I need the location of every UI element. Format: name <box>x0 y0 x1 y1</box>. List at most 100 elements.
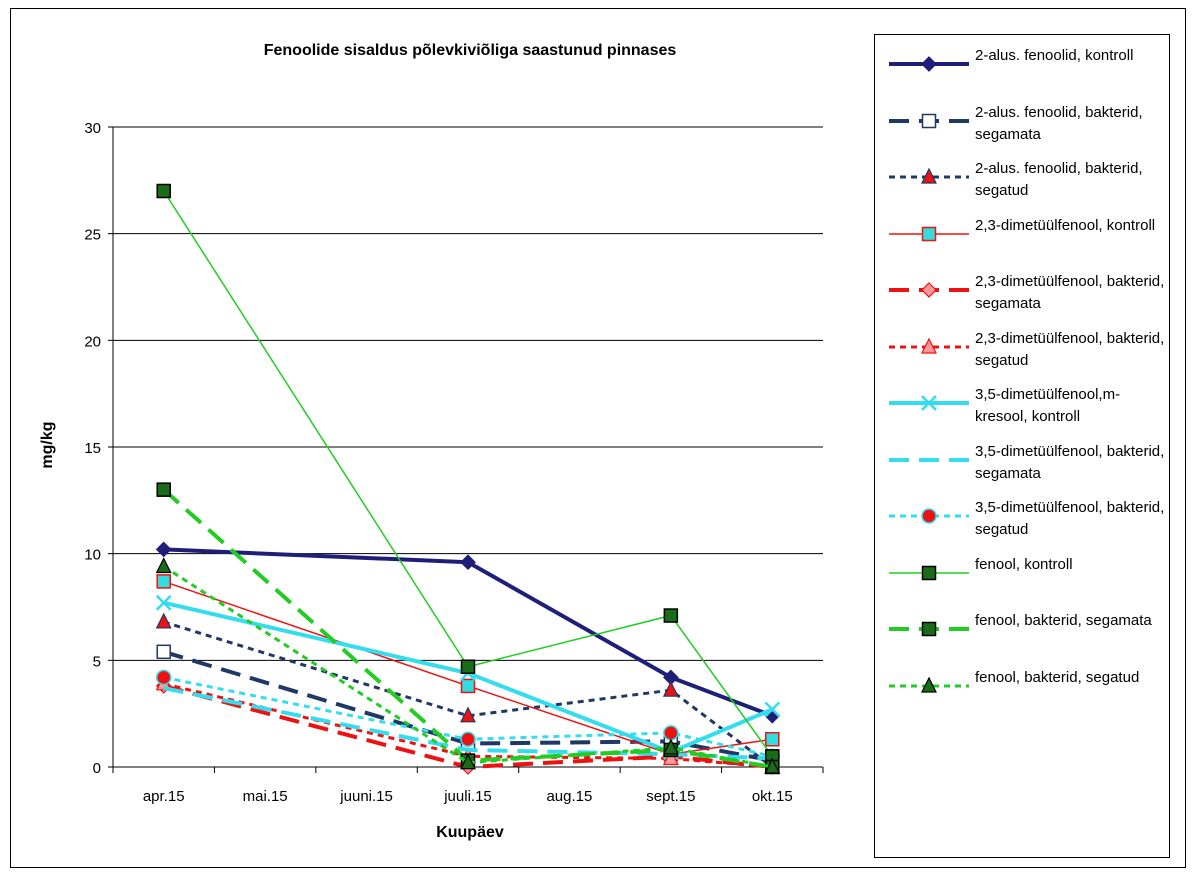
data-point <box>460 554 476 571</box>
data-point <box>156 482 171 497</box>
x-tick-label: sept.15 <box>646 788 695 805</box>
series-10 <box>156 183 780 764</box>
data-point <box>460 659 476 674</box>
x-axis-label: Kuupäev <box>436 824 504 841</box>
series-12 <box>155 557 781 774</box>
data-point <box>155 594 172 611</box>
legend-swatch-marker <box>921 113 937 128</box>
legend-item: fenool, bakterid, segamata <box>875 610 1169 666</box>
legend-swatch-marker <box>921 565 937 580</box>
legend-swatch <box>889 621 969 637</box>
x-tick-label: aug.15 <box>546 788 592 805</box>
series-8 <box>163 686 773 761</box>
x-tick-label: juuni.15 <box>339 788 393 805</box>
data-point <box>765 732 780 747</box>
legend-item: 3,5-dimetüülfenool, bakterid, segamata <box>875 441 1169 497</box>
legend-swatch <box>889 113 969 128</box>
legend-swatch-marker <box>921 676 937 693</box>
legend-item: 2-alus. fenoolid, bakterid, segamata <box>875 102 1169 158</box>
legend-swatch <box>889 337 969 354</box>
y-tick-label: 15 <box>84 440 101 457</box>
chart-title: Fenoolide sisaldus põlevkiviõliga saastu… <box>263 42 677 59</box>
legend-item: 3,5-dimetüülfenool,m-kresool, kontroll <box>875 384 1169 440</box>
legend-item: fenool, bakterid, segatud <box>875 667 1169 723</box>
legend-label: 2-alus. fenoolid, kontroll <box>975 47 1134 64</box>
x-tick-label: mai.15 <box>243 788 288 805</box>
series-line <box>163 649 773 763</box>
y-axis-label: mg/kg <box>39 421 56 469</box>
data-point <box>155 669 172 686</box>
legend-item: 2-alus. fenoolid, bakterid, segatud <box>875 158 1169 214</box>
legend-swatch <box>889 167 969 184</box>
series-line <box>162 565 773 769</box>
y-tick-label: 20 <box>84 333 101 350</box>
x-tick-label: juuli.15 <box>443 788 492 805</box>
data-point <box>764 757 781 774</box>
legend-swatch-marker <box>921 56 937 72</box>
data-point <box>662 749 679 766</box>
legend-label: 2,3-dimetüülfenool, bakterid, segamata <box>975 273 1165 312</box>
data-point <box>460 706 476 723</box>
data-point <box>156 644 171 660</box>
series-line <box>163 190 773 757</box>
data-point <box>156 574 171 589</box>
y-tick-label: 5 <box>93 653 101 670</box>
legend-item: 2,3-dimetüülfenool, bakterid, segatud <box>875 328 1169 384</box>
legend-label: 3,5-dimetüülfenool, bakterid, segatud <box>975 499 1165 538</box>
y-tick-label: 10 <box>84 547 101 564</box>
legend-label: fenool, bakterid, segamata <box>975 612 1152 629</box>
data-point <box>460 753 476 770</box>
series-line <box>163 675 773 758</box>
legend-swatch-marker <box>921 226 937 241</box>
legend-swatch <box>889 508 969 524</box>
legend-label: 2-alus. fenoolid, bakterid, segamata <box>975 103 1143 143</box>
data-point <box>460 678 476 694</box>
legend-label: 3,5-dimetüülfenool,m-kresool, kontroll <box>975 386 1121 425</box>
data-point <box>155 541 172 558</box>
legend-swatch <box>889 56 969 72</box>
legend-swatch <box>889 565 969 580</box>
legend-item: 2-alus. fenoolid, kontroll <box>875 45 1169 101</box>
data-point <box>460 731 476 748</box>
data-point <box>662 680 679 697</box>
legend-label: 2,3-dimetüülfenool, kontroll <box>975 216 1156 234</box>
y-tick-label: 0 <box>93 760 101 777</box>
series-line <box>163 580 773 755</box>
legend-swatch <box>889 226 969 241</box>
data-point <box>155 612 172 629</box>
legend-swatch <box>889 457 969 462</box>
legend-swatch-marker <box>921 337 937 354</box>
y-tick-label: 30 <box>84 120 101 137</box>
data-point <box>663 608 679 623</box>
legend-label: fenool, bakterid, segatud <box>975 668 1140 686</box>
series-line <box>163 684 773 769</box>
legend-item: 2,3-dimetüülfenool, kontroll <box>875 215 1169 271</box>
data-point <box>764 701 781 718</box>
data-point <box>156 183 171 199</box>
legend-label: 2,3-dimetüülfenool, bakterid, segatud <box>975 329 1165 369</box>
legend-label: fenool, kontroll <box>975 555 1073 573</box>
legend: 2-alus. fenoolid, kontroll 2-alus. fenool… <box>874 34 1170 858</box>
legend-swatch <box>889 395 969 411</box>
legend-swatch-marker <box>921 282 937 298</box>
legend-item: fenool, kontroll <box>875 554 1169 610</box>
legend-swatch-marker <box>921 167 937 184</box>
x-tick-label: apr.15 <box>143 788 185 805</box>
legend-swatch <box>889 282 969 298</box>
data-point <box>662 738 679 755</box>
legend-item: 3,5-dimetüülfenool, bakterid, segatud <box>875 497 1169 553</box>
legend-swatch-marker <box>921 395 937 411</box>
legend-label: 3,5-dimetüülfenool, bakterid, segamata <box>975 442 1165 482</box>
legend-label: 2-alus. fenoolid, bakterid, segatud <box>975 160 1143 199</box>
y-tick-label: 25 <box>84 227 101 244</box>
legend-item: 2,3-dimetüülfenool, bakterid, segamata <box>875 271 1169 327</box>
data-point <box>155 557 172 574</box>
series-line <box>163 600 774 755</box>
series-line <box>163 547 773 718</box>
data-point <box>663 725 679 741</box>
series-11 <box>156 482 780 775</box>
legend-swatch-marker <box>921 508 937 524</box>
series-line <box>163 686 773 761</box>
